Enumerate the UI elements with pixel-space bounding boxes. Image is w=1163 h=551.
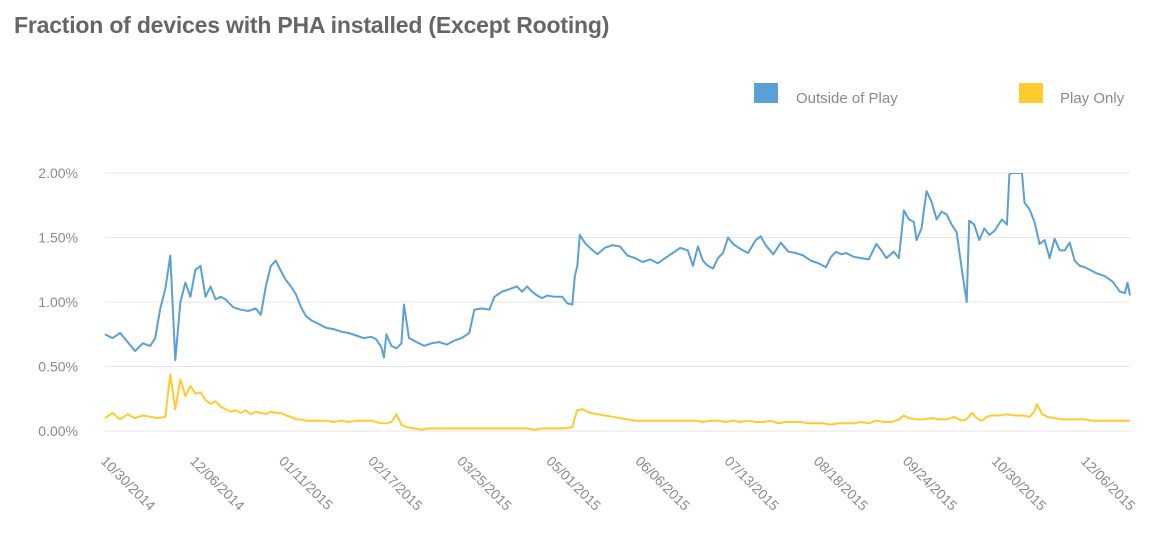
grid-lines: [105, 172, 1130, 432]
y-tick-label: 2.00%: [38, 165, 78, 181]
y-axis-ticks: 0.00% 0.50% 1.00% 1.50% 2.00%: [38, 165, 78, 439]
y-tick-label: 1.00%: [38, 294, 78, 310]
series-line-outside-of-play: [104, 173, 1131, 362]
x-tick-label: 09/24/2015: [900, 453, 961, 514]
series-line-play-only: [104, 373, 1130, 431]
x-tick-label: 12/06/2015: [1078, 453, 1139, 514]
y-tick-label: 1.50%: [38, 230, 78, 246]
x-tick-label: 08/18/2015: [811, 453, 872, 514]
x-tick-label: 03/25/2015: [454, 453, 515, 514]
legend: Outside of Play Play Only: [754, 83, 1125, 107]
series-lines: [104, 173, 1131, 431]
y-tick-label: 0.00%: [38, 423, 78, 439]
chart-title: Fraction of devices with PHA installed (…: [14, 12, 610, 38]
x-tick-label: 01/11/2015: [276, 453, 336, 513]
legend-label: Play Only: [1060, 90, 1125, 107]
legend-swatch: [754, 83, 778, 103]
legend-label: Outside of Play: [796, 90, 898, 107]
x-tick-label: 06/06/2015: [632, 453, 693, 514]
x-tick-label: 10/30/2015: [989, 453, 1050, 514]
x-tick-label: 12/06/2014: [187, 453, 248, 514]
x-tick-label: 10/30/2014: [98, 453, 159, 514]
legend-swatch: [1019, 83, 1043, 103]
x-axis-ticks: 10/30/2014 12/06/2014 01/11/2015 02/17/2015…: [98, 453, 1139, 514]
x-tick-label: 05/01/2015: [543, 453, 604, 514]
x-tick-label: 02/17/2015: [365, 453, 426, 514]
y-tick-label: 0.50%: [38, 359, 78, 375]
x-tick-label: 07/13/2015: [722, 453, 783, 514]
